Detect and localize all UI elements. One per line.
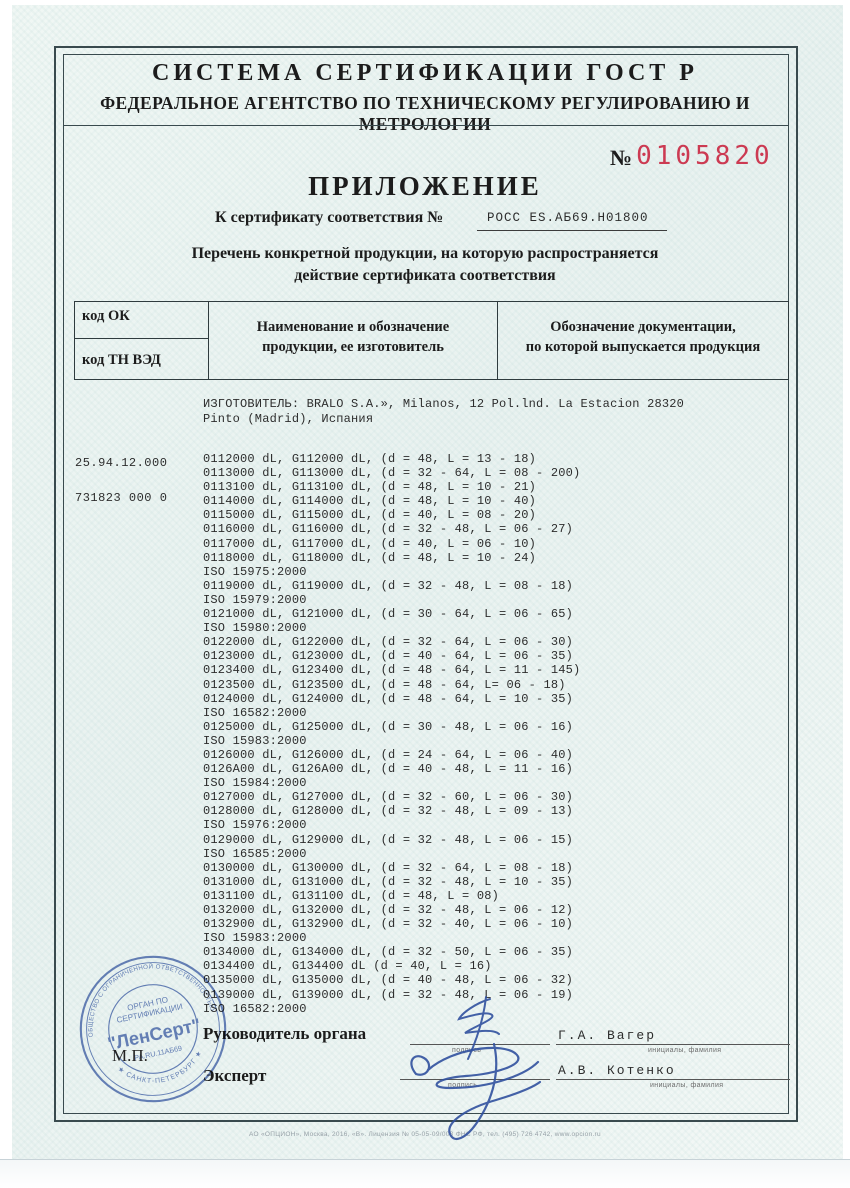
outer-frame <box>54 46 798 1122</box>
product-line: 0124000 dL, G124000 dL, (d = 48 - 64, L … <box>203 691 574 706</box>
product-line: 0113100 dL, G113100 dL, (d = 48, L = 10 … <box>203 480 537 495</box>
manufacturer-line: ИЗГОТОВИТЕЛЬ: BRALO S.A.», Milanos, 12 P… <box>203 397 685 411</box>
product-line: ISO 16582:2000 <box>203 705 307 720</box>
document-title: ПРИЛОЖЕНИЕ <box>308 171 542 201</box>
subtitle-underline <box>477 230 667 231</box>
head-name-caption: инициалы, фамилия <box>648 1047 722 1054</box>
product-line: ISO 15984:2000 <box>203 776 307 791</box>
expert-signature-ink <box>410 1042 542 1141</box>
tnved-code-value: 731823 000 0 <box>75 491 168 505</box>
product-line: 0116000 dL, G116000 dL, (d = 32 - 48, L … <box>203 522 574 537</box>
product-line: 0123000 dL, G123000 dL, (d = 40 - 64, L … <box>203 649 574 664</box>
expert-name: А.В. Котенко <box>558 1063 676 1078</box>
agency-title: ФЕДЕРАЛЬНОЕ АГЕНТСТВО ПО ТЕХНИЧЕСКОМУ РЕ… <box>100 93 750 134</box>
product-line: ISO 15980:2000 <box>203 621 307 636</box>
head-signature-line <box>410 1044 550 1045</box>
product-line: 0117000 dL, G117000 dL, (d = 40, L = 06 … <box>203 536 537 551</box>
product-line: ISO 15983:2000 <box>203 931 307 946</box>
product-line: 0118000 dL, G118000 dL, (d = 48, L = 10 … <box>203 550 537 565</box>
stamp-place-label: М.П. <box>112 1046 148 1065</box>
expert-label: Эксперт <box>203 1066 267 1085</box>
expert-name-caption: инициалы, фамилия <box>650 1082 724 1089</box>
product-line: 0131100 dL, G131100 dL, (d = 48, L = 08) <box>203 888 500 903</box>
head-signature-ink <box>457 996 500 1060</box>
product-line: ISO 16585:2000 <box>203 846 307 861</box>
product-line: ISO 15983:2000 <box>203 733 307 748</box>
system-title: СИСТЕМА СЕРТИФИКАЦИИ ГОСТ Р <box>152 60 698 86</box>
certificate-number-block: № 0105820 <box>610 141 780 171</box>
table-divider-2 <box>497 301 498 380</box>
product-line: 0129000 dL, G129000 dL, (d = 32 - 48, L … <box>203 832 574 847</box>
column-header-ok-code: код ОК <box>82 308 130 324</box>
head-of-body-label: Руководитель органа <box>203 1024 367 1043</box>
product-line: 0125000 dL, G125000 dL, (d = 30 - 48, L … <box>203 719 574 734</box>
scan-bottom-edge <box>0 1159 850 1188</box>
print-house-footer: АО «ОПЦИОН», Москва, 2016, «В». Лицензия… <box>249 1131 601 1138</box>
column-header-documentation: Обозначение документации, по которой вып… <box>525 319 761 355</box>
product-line: 0121000 dL, G121000 dL, (d = 30 - 64, L … <box>203 607 574 622</box>
product-line: 0123400 dL, G123400 dL, (d = 48 - 64, L … <box>203 663 581 678</box>
product-line: 0112000 dL, G112000 dL, (d = 48, L = 13 … <box>203 452 537 466</box>
manufacturer-lines: ИЗГОТОВИТЕЛЬ: BRALO S.A.», Milanos, 12 P… <box>203 397 684 426</box>
product-line: 0126000 dL, G126000 dL, (d = 24 - 64, L … <box>203 747 574 762</box>
product-line: ISO 15979:2000 <box>203 592 307 607</box>
product-line: 0134400 dL, G134400 dL (d = 40, L = 16) <box>203 959 492 974</box>
product-line: 0114000 dL, G114000 dL, (d = 48, L = 10 … <box>203 494 537 509</box>
table-left-cell-split <box>74 338 208 339</box>
expert-signature-line <box>400 1079 550 1080</box>
paper-background <box>12 5 843 1159</box>
certification-stamp: ОБЩЕСТВО С ОГРАНИЧЕННОЙ ОТВЕТСТВЕННОСТЬЮ… <box>75 951 227 1103</box>
product-line: 0132000 dL, G132000 dL, (d = 32 - 48, L … <box>203 903 574 917</box>
inner-frame <box>63 54 789 1114</box>
product-line: 0126A00 dL, G126A00 dL, (d = 40 - 48, L … <box>203 762 574 777</box>
product-line: 0128000 dL, G128000 dL, (d = 32 - 48, L … <box>203 804 574 819</box>
product-line: 0122000 dL, G122000 dL, (d = 32 - 64, L … <box>203 635 574 650</box>
subtitle-label: К сертификату соответствия № <box>215 209 444 226</box>
header-separator <box>63 125 789 126</box>
product-line: 0113000 dL, G113000 dL, (d = 32 - 64, L … <box>203 466 581 481</box>
manufacturer-line: Pinto (Madrid), Испания <box>203 411 374 426</box>
certificate-reference-number: РОСС ES.АБ69.Н01800 <box>487 211 649 225</box>
product-list: 0112000 dL, G112000 dL, (d = 48, L = 13 … <box>203 452 580 1016</box>
product-line: 0131000 dL, G131000 dL, (d = 32 - 48, L … <box>203 874 574 889</box>
product-line: ISO 15975:2000 <box>203 564 307 579</box>
head-name-line <box>556 1044 790 1045</box>
product-line: 0132900 dL, G132900 dL, (d = 32 - 40, L … <box>203 917 574 932</box>
description-text: Перечень конкретной продукции, на котору… <box>191 245 659 284</box>
product-line: ISO 15976:2000 <box>203 818 307 833</box>
product-line: 0134000 dL, G134000 dL, (d = 32 - 50, L … <box>203 945 574 960</box>
product-line: 0123500 dL, G123500 dL, (d = 48 - 64, L=… <box>203 677 566 692</box>
expert-signature-caption: подпись <box>448 1082 478 1089</box>
table-divider-1 <box>208 301 209 380</box>
table-header-box <box>74 301 789 380</box>
column-header-product: Наименование и обозначение продукции, ее… <box>256 319 450 355</box>
head-name: Г.А. Вагер <box>558 1028 657 1043</box>
product-line: 0119000 dL, G119000 dL, (d = 32 - 48, L … <box>203 578 574 593</box>
product-line: 0135000 dL, G135000 dL, (d = 40 - 48, L … <box>203 973 574 988</box>
ok-code-value: 25.94.12.000 <box>75 456 168 470</box>
column-header-tnved-code: код ТН ВЭД <box>82 352 161 368</box>
product-line: 0127000 dL, G127000 dL, (d = 32 - 60, L … <box>203 790 574 805</box>
certificate-number: 0105820 <box>636 141 774 171</box>
product-line: 0139000 dL, G139000 dL, (d = 32 - 48, L … <box>203 987 574 1002</box>
number-sign: № <box>610 145 633 170</box>
expert-name-line <box>556 1079 790 1080</box>
product-line: 0115000 dL, G115000 dL, (d = 40, L = 08 … <box>203 508 537 523</box>
product-line: ISO 16582:2000 <box>203 1001 307 1016</box>
product-line: 0130000 dL, G130000 dL, (d = 32 - 64, L … <box>203 860 574 875</box>
